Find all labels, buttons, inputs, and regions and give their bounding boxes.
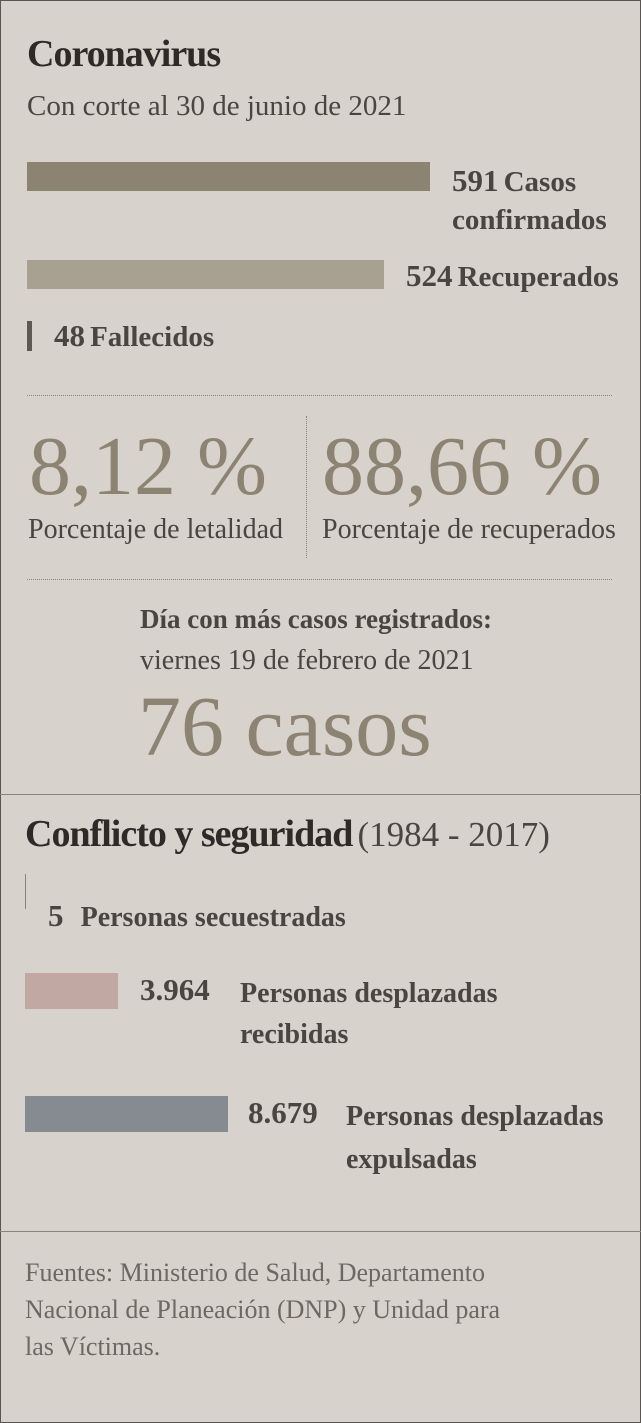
bar-casos-confirmados	[27, 162, 430, 191]
recibidas-label: Personas desplazadas	[240, 978, 498, 1009]
letalidad-percentage: 8,12 %	[29, 420, 267, 513]
casos-label-2: confirmados	[452, 204, 607, 236]
recuperados-percentage-label: Porcentaje de recuperados	[322, 514, 616, 545]
recuperados-label-group: 524 Recuperados	[406, 258, 619, 298]
casos-label: Casos	[503, 166, 577, 198]
bar-recibidas	[25, 973, 118, 1009]
divider-vertical-dotted	[306, 416, 307, 558]
casos-label-group: 591 Casos confirmados	[452, 163, 607, 241]
recibidas-value-wrap: 3.964	[140, 971, 210, 1014]
corona-subtitle: Con corte al 30 de junio de 2021	[27, 90, 407, 122]
peak-date: viernes 19 de febrero de 2021	[140, 645, 474, 676]
conflict-period: (1984 - 2017)	[357, 815, 550, 854]
fallecidos-label-group: 48 Fallecidos	[54, 318, 214, 358]
recibidas-label-group: Personas desplazadas recibidas	[240, 975, 497, 1057]
expulsadas-label: Personas desplazadas	[346, 1101, 604, 1132]
expulsadas-value-wrap: 8.679	[248, 1094, 318, 1137]
section-divider	[0, 794, 641, 795]
corona-title: Coronavirus	[27, 33, 221, 75]
peak-heading: Día con más casos registrados:	[140, 604, 492, 634]
bar-recuperados	[27, 260, 384, 289]
bar-expulsadas	[25, 1096, 228, 1132]
peak-count: 76 casos	[138, 678, 432, 774]
expulsadas-label-2: expulsadas	[346, 1144, 477, 1175]
bar-fallecidos	[27, 321, 32, 351]
divider-dotted-2	[27, 579, 612, 580]
footer-line-1: Fuentes: Ministerio de Salud, Departamen…	[25, 1258, 485, 1287]
expulsadas-label-group: Personas desplazadas expulsadas	[346, 1097, 603, 1183]
letalidad-label: Porcentaje de letalidad	[28, 514, 283, 545]
divider-dotted	[27, 395, 612, 396]
recuperados-percentage: 88,66 %	[322, 420, 602, 513]
conflict-title: Conflicto y seguridad	[25, 813, 353, 855]
fallecidos-label: Fallecidos	[90, 321, 215, 353]
footer-line-2: Nacional de Planeación (DNP) y Unidad pa…	[25, 1295, 501, 1324]
secuestradas-value: 5	[48, 898, 64, 933]
footer-line-3: las Víctimas.	[25, 1332, 161, 1361]
recibidas-label-2: recibidas	[240, 1019, 349, 1050]
secuestradas-label-group: 5 Personas secuestradas	[48, 898, 346, 939]
fallecidos-value: 48	[54, 318, 85, 353]
expulsadas-value: 8.679	[248, 1095, 318, 1130]
secuestradas-label: Personas secuestradas	[80, 902, 346, 933]
recibidas-value: 3.964	[140, 972, 210, 1007]
conflict-title-group: Conflicto y seguridad (1984 - 2017)	[25, 812, 550, 856]
bar-secuestradas	[25, 874, 26, 909]
casos-value: 591	[452, 163, 499, 198]
sources-footer: Fuentes: Ministerio de Salud, Departamen…	[25, 1254, 500, 1365]
recuperados-label: Recuperados	[457, 261, 619, 293]
recuperados-value: 524	[406, 258, 453, 293]
section-divider-2	[0, 1231, 641, 1232]
